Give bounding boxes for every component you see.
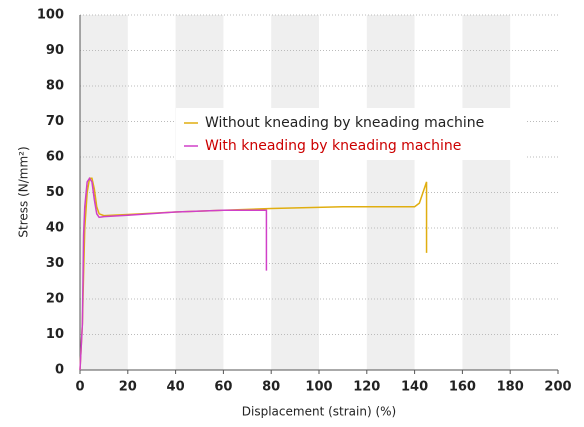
y-tick-label: 20 xyxy=(46,292,64,307)
x-tick-label: 0 xyxy=(75,380,84,395)
y-tick-label: 60 xyxy=(46,150,64,165)
x-tick-label: 80 xyxy=(262,380,280,395)
y-tick-label: 10 xyxy=(46,327,64,342)
y-tick-label: 100 xyxy=(37,8,64,23)
y-tick-label: 70 xyxy=(46,114,64,129)
x-tick-label: 60 xyxy=(214,380,232,395)
x-tick-label: 200 xyxy=(544,380,571,395)
x-tick-label: 180 xyxy=(497,380,524,395)
x-tick-label: 40 xyxy=(167,380,185,395)
x-tick-label: 140 xyxy=(401,380,428,395)
y-tick-label: 90 xyxy=(46,43,64,58)
x-tick-label: 160 xyxy=(449,380,476,395)
x-tick-label: 120 xyxy=(353,380,380,395)
y-tick-label: 80 xyxy=(46,79,64,94)
y-axis-label: Stress (N/mm²) xyxy=(17,146,31,237)
y-tick-label: 0 xyxy=(55,363,64,378)
x-tick-label: 20 xyxy=(119,380,137,395)
legend-box xyxy=(176,108,526,160)
x-tick-label: 100 xyxy=(305,380,332,395)
series-line xyxy=(79,176,268,371)
legend-label: Without kneading by kneading machine xyxy=(205,115,484,131)
y-tick-label: 40 xyxy=(46,221,64,236)
x-axis-label: Displacement (strain) (%) xyxy=(242,405,396,419)
y-tick-label: 30 xyxy=(46,256,64,271)
series-line xyxy=(79,177,428,371)
y-tick-label: 50 xyxy=(46,185,64,200)
legend-label: With kneading by kneading machine xyxy=(205,138,461,154)
